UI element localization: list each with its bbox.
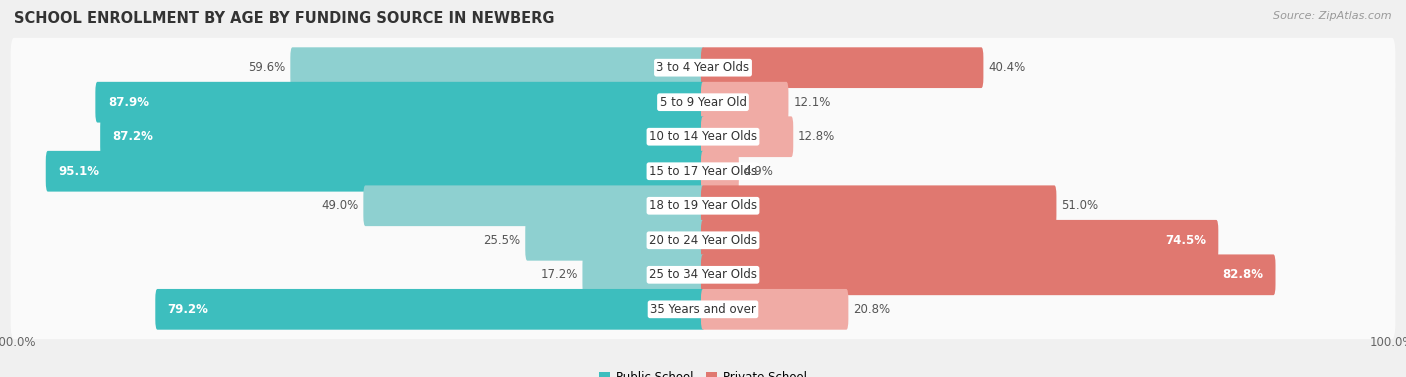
FancyBboxPatch shape [11,245,1395,305]
Text: 51.0%: 51.0% [1062,199,1098,212]
Text: 95.1%: 95.1% [58,165,100,178]
Text: 3 to 4 Year Olds: 3 to 4 Year Olds [657,61,749,74]
Text: 79.2%: 79.2% [167,303,208,316]
FancyBboxPatch shape [11,72,1395,132]
FancyBboxPatch shape [96,82,704,123]
FancyBboxPatch shape [702,220,1219,261]
FancyBboxPatch shape [11,279,1395,339]
FancyBboxPatch shape [526,220,704,261]
Text: 10 to 14 Year Olds: 10 to 14 Year Olds [650,130,756,143]
FancyBboxPatch shape [11,38,1395,98]
Text: 5 to 9 Year Old: 5 to 9 Year Old [659,96,747,109]
Text: 35 Years and over: 35 Years and over [650,303,756,316]
FancyBboxPatch shape [11,210,1395,270]
Text: 4.9%: 4.9% [744,165,773,178]
FancyBboxPatch shape [702,116,793,157]
FancyBboxPatch shape [702,289,848,330]
FancyBboxPatch shape [100,116,704,157]
Text: SCHOOL ENROLLMENT BY AGE BY FUNDING SOURCE IN NEWBERG: SCHOOL ENROLLMENT BY AGE BY FUNDING SOUR… [14,11,554,26]
Text: 40.4%: 40.4% [988,61,1025,74]
Text: 87.2%: 87.2% [112,130,153,143]
Text: 18 to 19 Year Olds: 18 to 19 Year Olds [650,199,756,212]
Text: 12.1%: 12.1% [793,96,831,109]
FancyBboxPatch shape [11,107,1395,167]
Text: 15 to 17 Year Olds: 15 to 17 Year Olds [650,165,756,178]
Text: Source: ZipAtlas.com: Source: ZipAtlas.com [1274,11,1392,21]
FancyBboxPatch shape [46,151,704,192]
FancyBboxPatch shape [290,47,704,88]
Legend: Public School, Private School: Public School, Private School [593,366,813,377]
Text: 25 to 34 Year Olds: 25 to 34 Year Olds [650,268,756,281]
FancyBboxPatch shape [702,82,789,123]
FancyBboxPatch shape [702,47,983,88]
FancyBboxPatch shape [155,289,704,330]
Text: 25.5%: 25.5% [484,234,520,247]
Text: 49.0%: 49.0% [322,199,359,212]
FancyBboxPatch shape [363,185,704,226]
FancyBboxPatch shape [11,176,1395,236]
Text: 20.8%: 20.8% [853,303,890,316]
Text: 87.9%: 87.9% [108,96,149,109]
Text: 12.8%: 12.8% [799,130,835,143]
Text: 20 to 24 Year Olds: 20 to 24 Year Olds [650,234,756,247]
FancyBboxPatch shape [582,254,704,295]
FancyBboxPatch shape [11,141,1395,201]
Text: 82.8%: 82.8% [1222,268,1263,281]
FancyBboxPatch shape [702,151,738,192]
Text: 17.2%: 17.2% [540,268,578,281]
FancyBboxPatch shape [702,254,1275,295]
Text: 59.6%: 59.6% [249,61,285,74]
Text: 74.5%: 74.5% [1166,234,1206,247]
FancyBboxPatch shape [702,185,1056,226]
